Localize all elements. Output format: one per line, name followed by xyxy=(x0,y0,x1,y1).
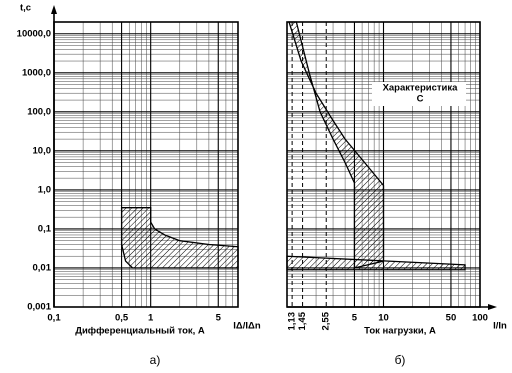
region xyxy=(120,207,239,269)
caption: б) xyxy=(395,353,406,367)
y-axis-label: t,c xyxy=(20,3,31,14)
annotation: С xyxy=(417,94,424,105)
x-axis-label: Дифференциальный ток, А xyxy=(75,326,205,337)
x-axis-unit: I/In xyxy=(493,321,507,332)
x-tick-label: 5 xyxy=(216,313,222,324)
x-tick-label: 50 xyxy=(446,313,457,324)
y-tick-label: 0,01 xyxy=(33,262,52,273)
y-tick-label: 1000,0 xyxy=(22,67,51,78)
y-tick-label: 10000,0 xyxy=(17,28,51,39)
x-axis-label: Ток нагрузки, А xyxy=(364,326,436,337)
y-tick-label: 0,1 xyxy=(38,223,52,234)
axis-arrow xyxy=(488,304,497,310)
y-tick-label: 10,0 xyxy=(33,145,52,156)
x-tick-label: 5 xyxy=(352,313,358,324)
x-tick-label: 1,13 xyxy=(287,312,298,331)
y-tick-label: 1,0 xyxy=(38,184,51,195)
y-tick-label: 0,001 xyxy=(27,302,51,313)
x-tick-label: 0,1 xyxy=(47,313,61,324)
x-axis-unit: IΔ/IΔn xyxy=(233,321,261,332)
x-tick-label: 1 xyxy=(148,313,154,324)
y-tick-label: 100,0 xyxy=(27,106,51,117)
x-tick-label: 1,45 xyxy=(297,311,308,330)
x-tick-label: 0,5 xyxy=(115,313,129,324)
x-tick-label: 100 xyxy=(472,313,488,324)
caption: а) xyxy=(150,353,161,367)
axis-arrow xyxy=(51,5,57,14)
annotation-bg xyxy=(372,82,466,106)
annotation: Характеристика xyxy=(383,83,459,94)
x-tick-label: 2,55 xyxy=(321,311,332,330)
x-tick-label: 10 xyxy=(378,313,389,324)
